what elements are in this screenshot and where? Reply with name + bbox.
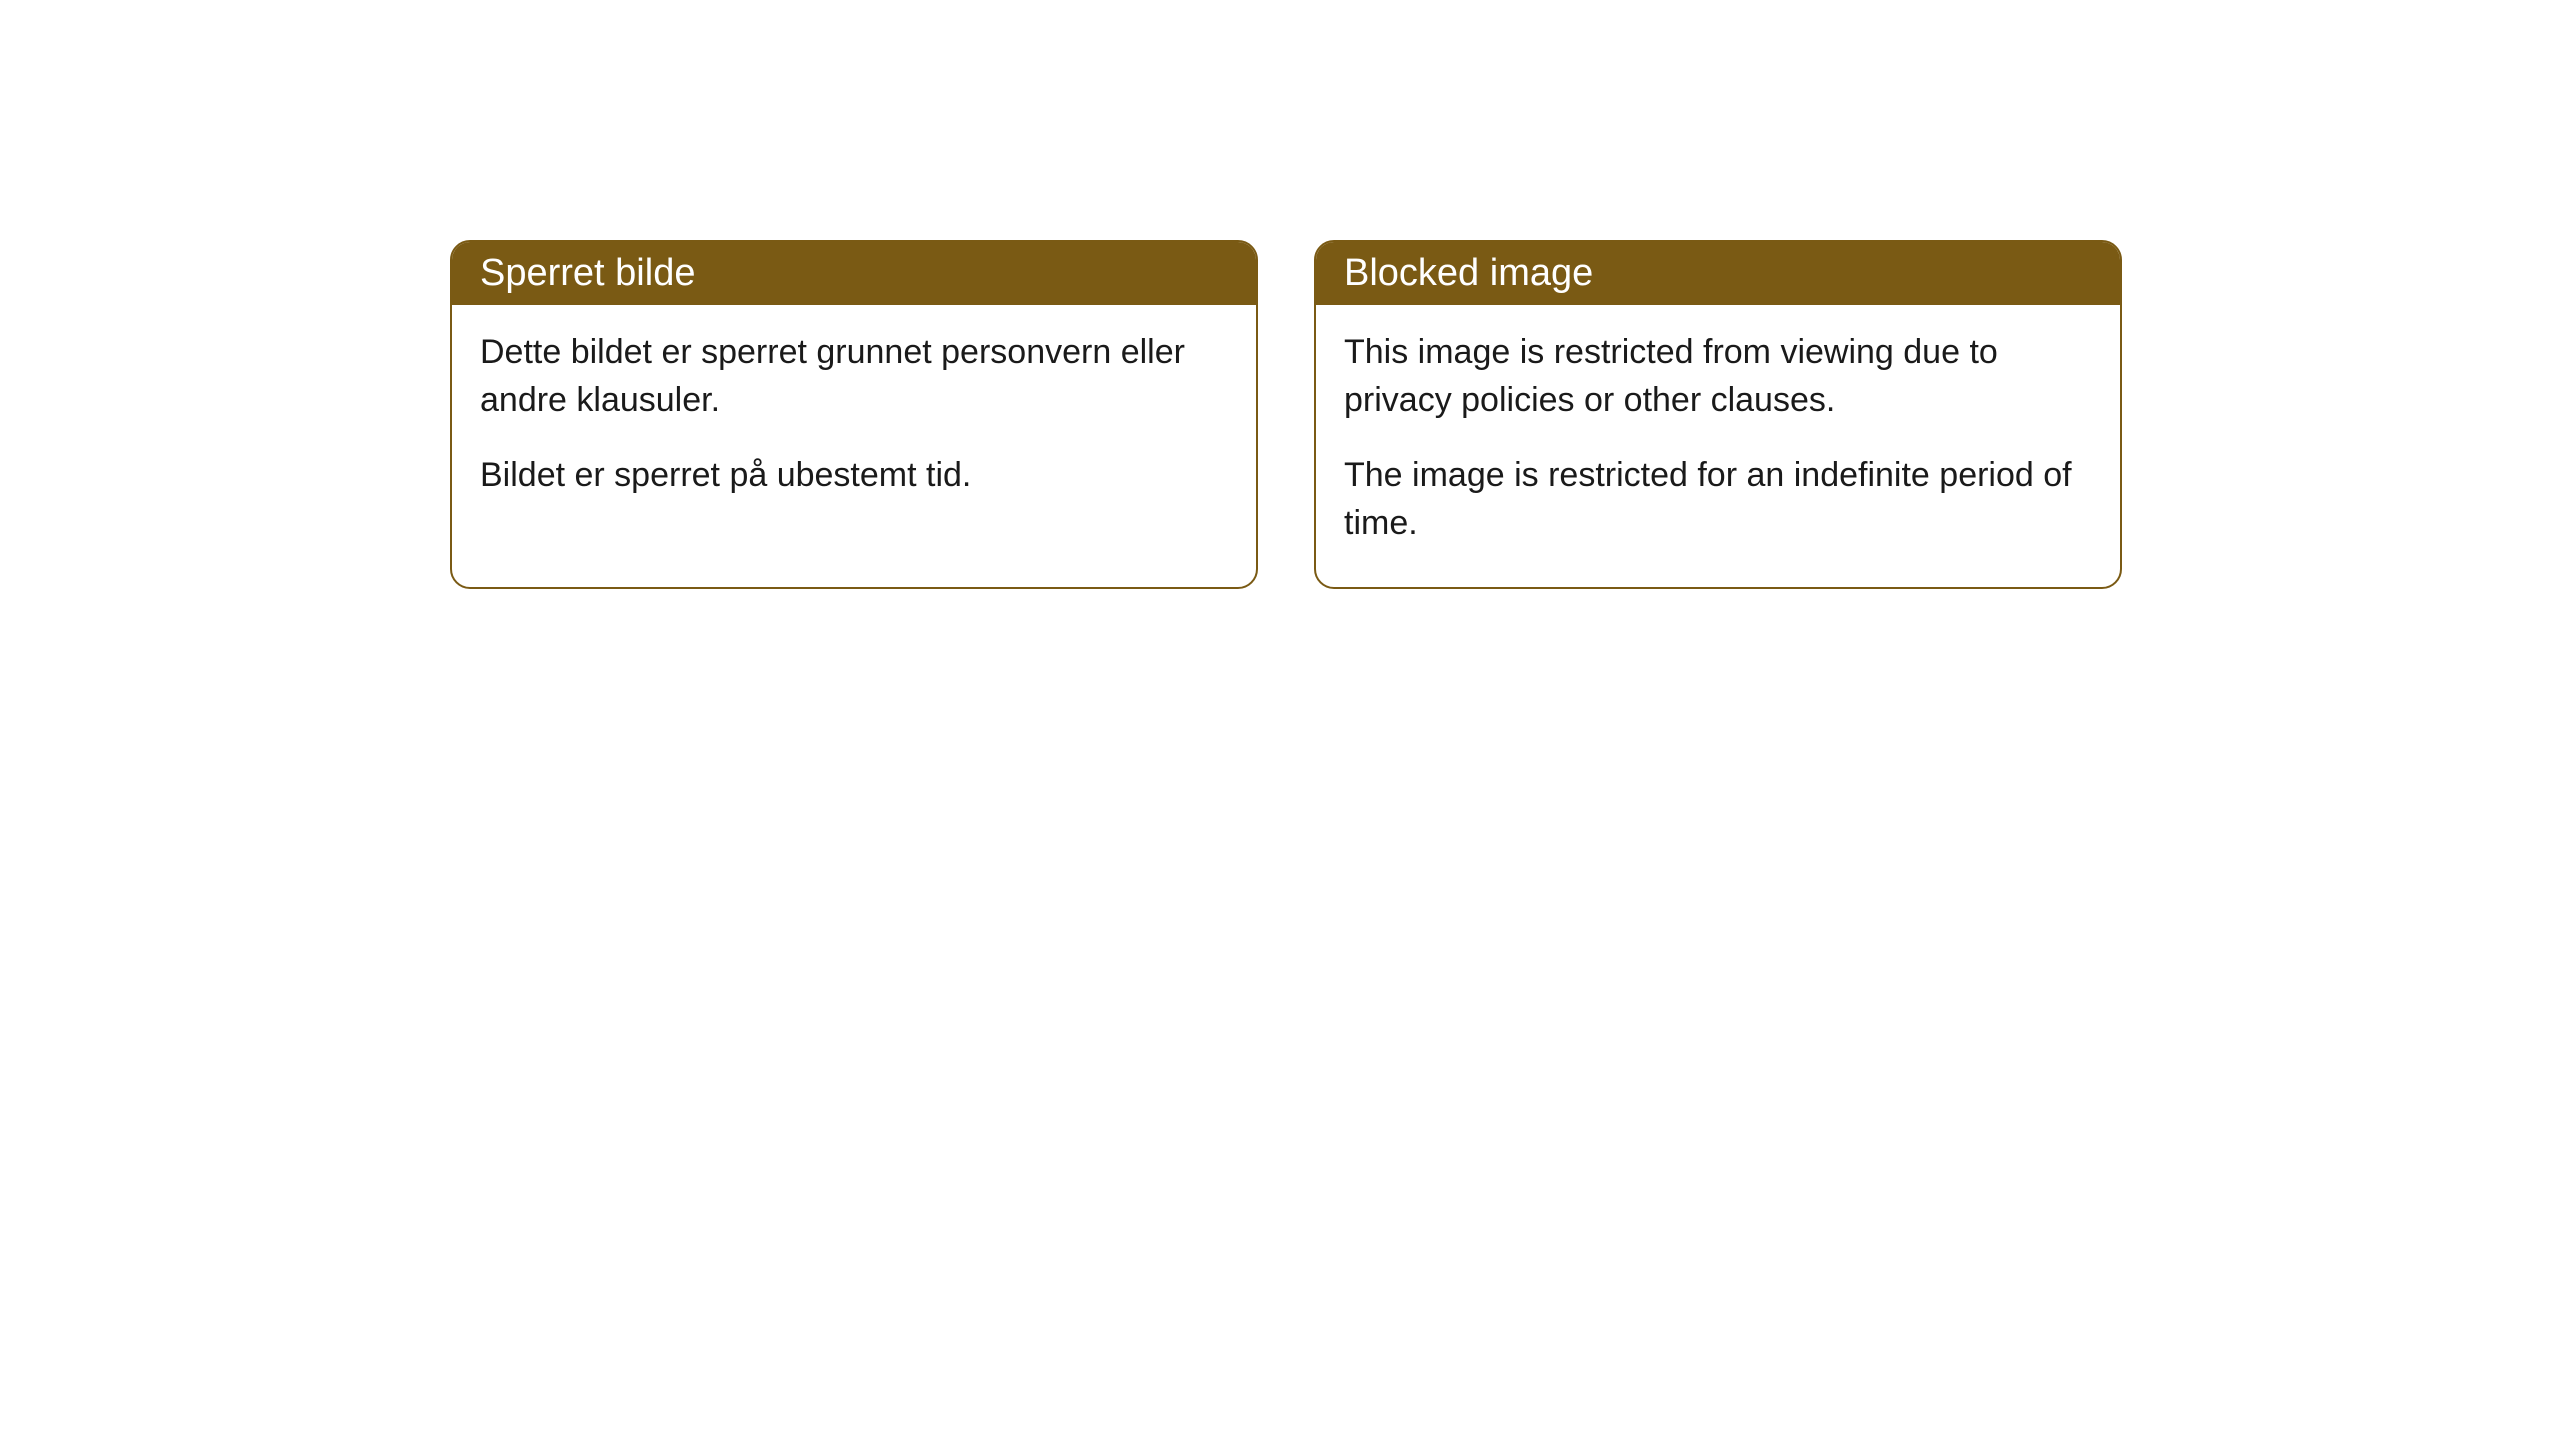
notice-header-norwegian: Sperret bilde	[452, 242, 1256, 305]
notice-card-norwegian: Sperret bilde Dette bildet er sperret gr…	[450, 240, 1258, 589]
notice-text-1: This image is restricted from viewing du…	[1344, 329, 2092, 424]
notice-header-english: Blocked image	[1316, 242, 2120, 305]
notice-container: Sperret bilde Dette bildet er sperret gr…	[450, 240, 2122, 589]
notice-body-norwegian: Dette bildet er sperret grunnet personve…	[452, 305, 1256, 540]
notice-card-english: Blocked image This image is restricted f…	[1314, 240, 2122, 589]
notice-body-english: This image is restricted from viewing du…	[1316, 305, 2120, 587]
notice-text-2: The image is restricted for an indefinit…	[1344, 452, 2092, 547]
notice-text-2: Bildet er sperret på ubestemt tid.	[480, 452, 1228, 500]
notice-text-1: Dette bildet er sperret grunnet personve…	[480, 329, 1228, 424]
